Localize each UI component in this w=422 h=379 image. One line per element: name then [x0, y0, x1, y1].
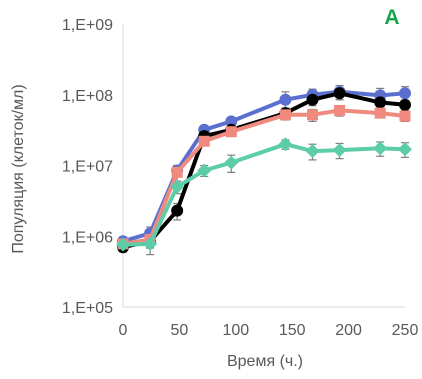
- data-point-marker: [334, 104, 346, 116]
- data-point-marker: [374, 96, 387, 109]
- y-tick-label: 1,E+07: [62, 159, 113, 176]
- y-tick-label: 1,E+08: [62, 88, 113, 105]
- series-line: [121, 108, 407, 246]
- data-point-marker: [225, 115, 238, 128]
- data-point-marker: [305, 144, 320, 159]
- data-point-marker: [278, 137, 293, 152]
- data-point-marker: [332, 143, 347, 158]
- x-axis-title: Время (ч.): [227, 353, 303, 370]
- data-point-marker: [279, 109, 291, 121]
- series-line: [121, 142, 407, 247]
- series-line: [121, 91, 407, 250]
- data-point-marker: [171, 166, 183, 178]
- data-point-marker: [306, 93, 319, 106]
- axes-layer: 1,E+05 1,E+06 1,E+07 1,E+08 1,E+09 0 50 100 150 2…: [62, 17, 419, 339]
- data-point-marker: [333, 87, 346, 100]
- series-line: [121, 89, 407, 244]
- y-tick-label: 1,E+09: [62, 17, 113, 34]
- data-point-marker: [279, 93, 292, 106]
- y-axis-title: Популяция (клеток/мл): [10, 84, 27, 253]
- data-point-marker: [399, 110, 411, 122]
- data-point-marker: [224, 155, 239, 170]
- data-point-marker: [171, 204, 184, 217]
- data-point-marker: [143, 236, 158, 251]
- x-tick-label: 0: [119, 322, 128, 339]
- data-point-marker: [225, 126, 237, 138]
- y-tick-label: 1,E+05: [62, 300, 113, 317]
- data-point-marker: [116, 237, 130, 252]
- panel-label: A: [384, 6, 399, 29]
- data-point-marker: [373, 141, 388, 156]
- x-tick-label: 50: [171, 322, 189, 339]
- data-point-marker: [398, 142, 412, 157]
- x-tick-label: 200: [335, 322, 362, 339]
- data-point-marker: [170, 179, 185, 194]
- data-point-marker: [198, 135, 210, 147]
- data-point-marker: [374, 107, 386, 119]
- x-tick-label: 100: [222, 322, 249, 339]
- data-point-marker: [399, 87, 411, 100]
- data-point-marker: [307, 109, 319, 121]
- x-tick-label: 250: [392, 322, 419, 339]
- data-point-marker: [197, 163, 212, 178]
- x-tick-label: 150: [279, 322, 306, 339]
- y-tick-label: 1,E+06: [62, 229, 113, 246]
- data-point-marker: [399, 98, 411, 111]
- series-layer: [116, 85, 412, 254]
